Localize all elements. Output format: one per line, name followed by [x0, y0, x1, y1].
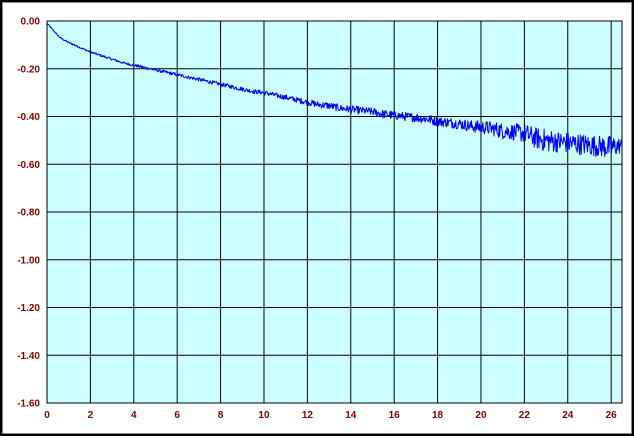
chart-svg: 0.00 -0.20 -0.40 -0.60 -0.80 -1.00 -1.20 -1.40 -…: [17, 17, 623, 421]
x-tick-label: 24: [562, 410, 574, 421]
x-tick-label: 14: [345, 410, 357, 421]
y-tick-label: -1.60: [17, 399, 40, 410]
x-tick-label: 2: [88, 410, 94, 421]
y-tick-label: -1.20: [17, 303, 40, 314]
y-tick-label: -0.80: [17, 208, 40, 219]
y-axis-ticks: 0.00 -0.20 -0.40 -0.60 -0.80 -1.00 -1.20 -1.40 -…: [17, 17, 40, 410]
series-layer: [46, 22, 623, 158]
x-tick-label: 6: [174, 410, 180, 421]
y-tick-label: -0.20: [17, 64, 40, 75]
x-tick-label: 22: [519, 410, 531, 421]
x-tick-label: 18: [432, 410, 444, 421]
y-tick-label: -1.00: [17, 255, 40, 266]
x-tick-label: 10: [258, 410, 270, 421]
y-tick-label: 0.00: [21, 17, 41, 28]
x-tick-label: 4: [131, 410, 137, 421]
x-axis-ticks: 0 2 4 6 8 10 12 14 16 18 20 22 24 26: [44, 410, 617, 421]
x-tick-label: 26: [606, 410, 618, 421]
y-tick-label: -0.40: [17, 112, 40, 123]
plot-border: [46, 20, 623, 404]
x-tick-label: 16: [389, 410, 401, 421]
x-tick-label: 20: [475, 410, 487, 421]
y-tick-label: -0.60: [17, 160, 40, 171]
x-tick-label: 0: [44, 410, 50, 421]
x-tick-label: 8: [218, 410, 224, 421]
x-tick-label: 12: [302, 410, 314, 421]
y-tick-label: -1.40: [17, 351, 40, 362]
series-line: [46, 22, 623, 158]
